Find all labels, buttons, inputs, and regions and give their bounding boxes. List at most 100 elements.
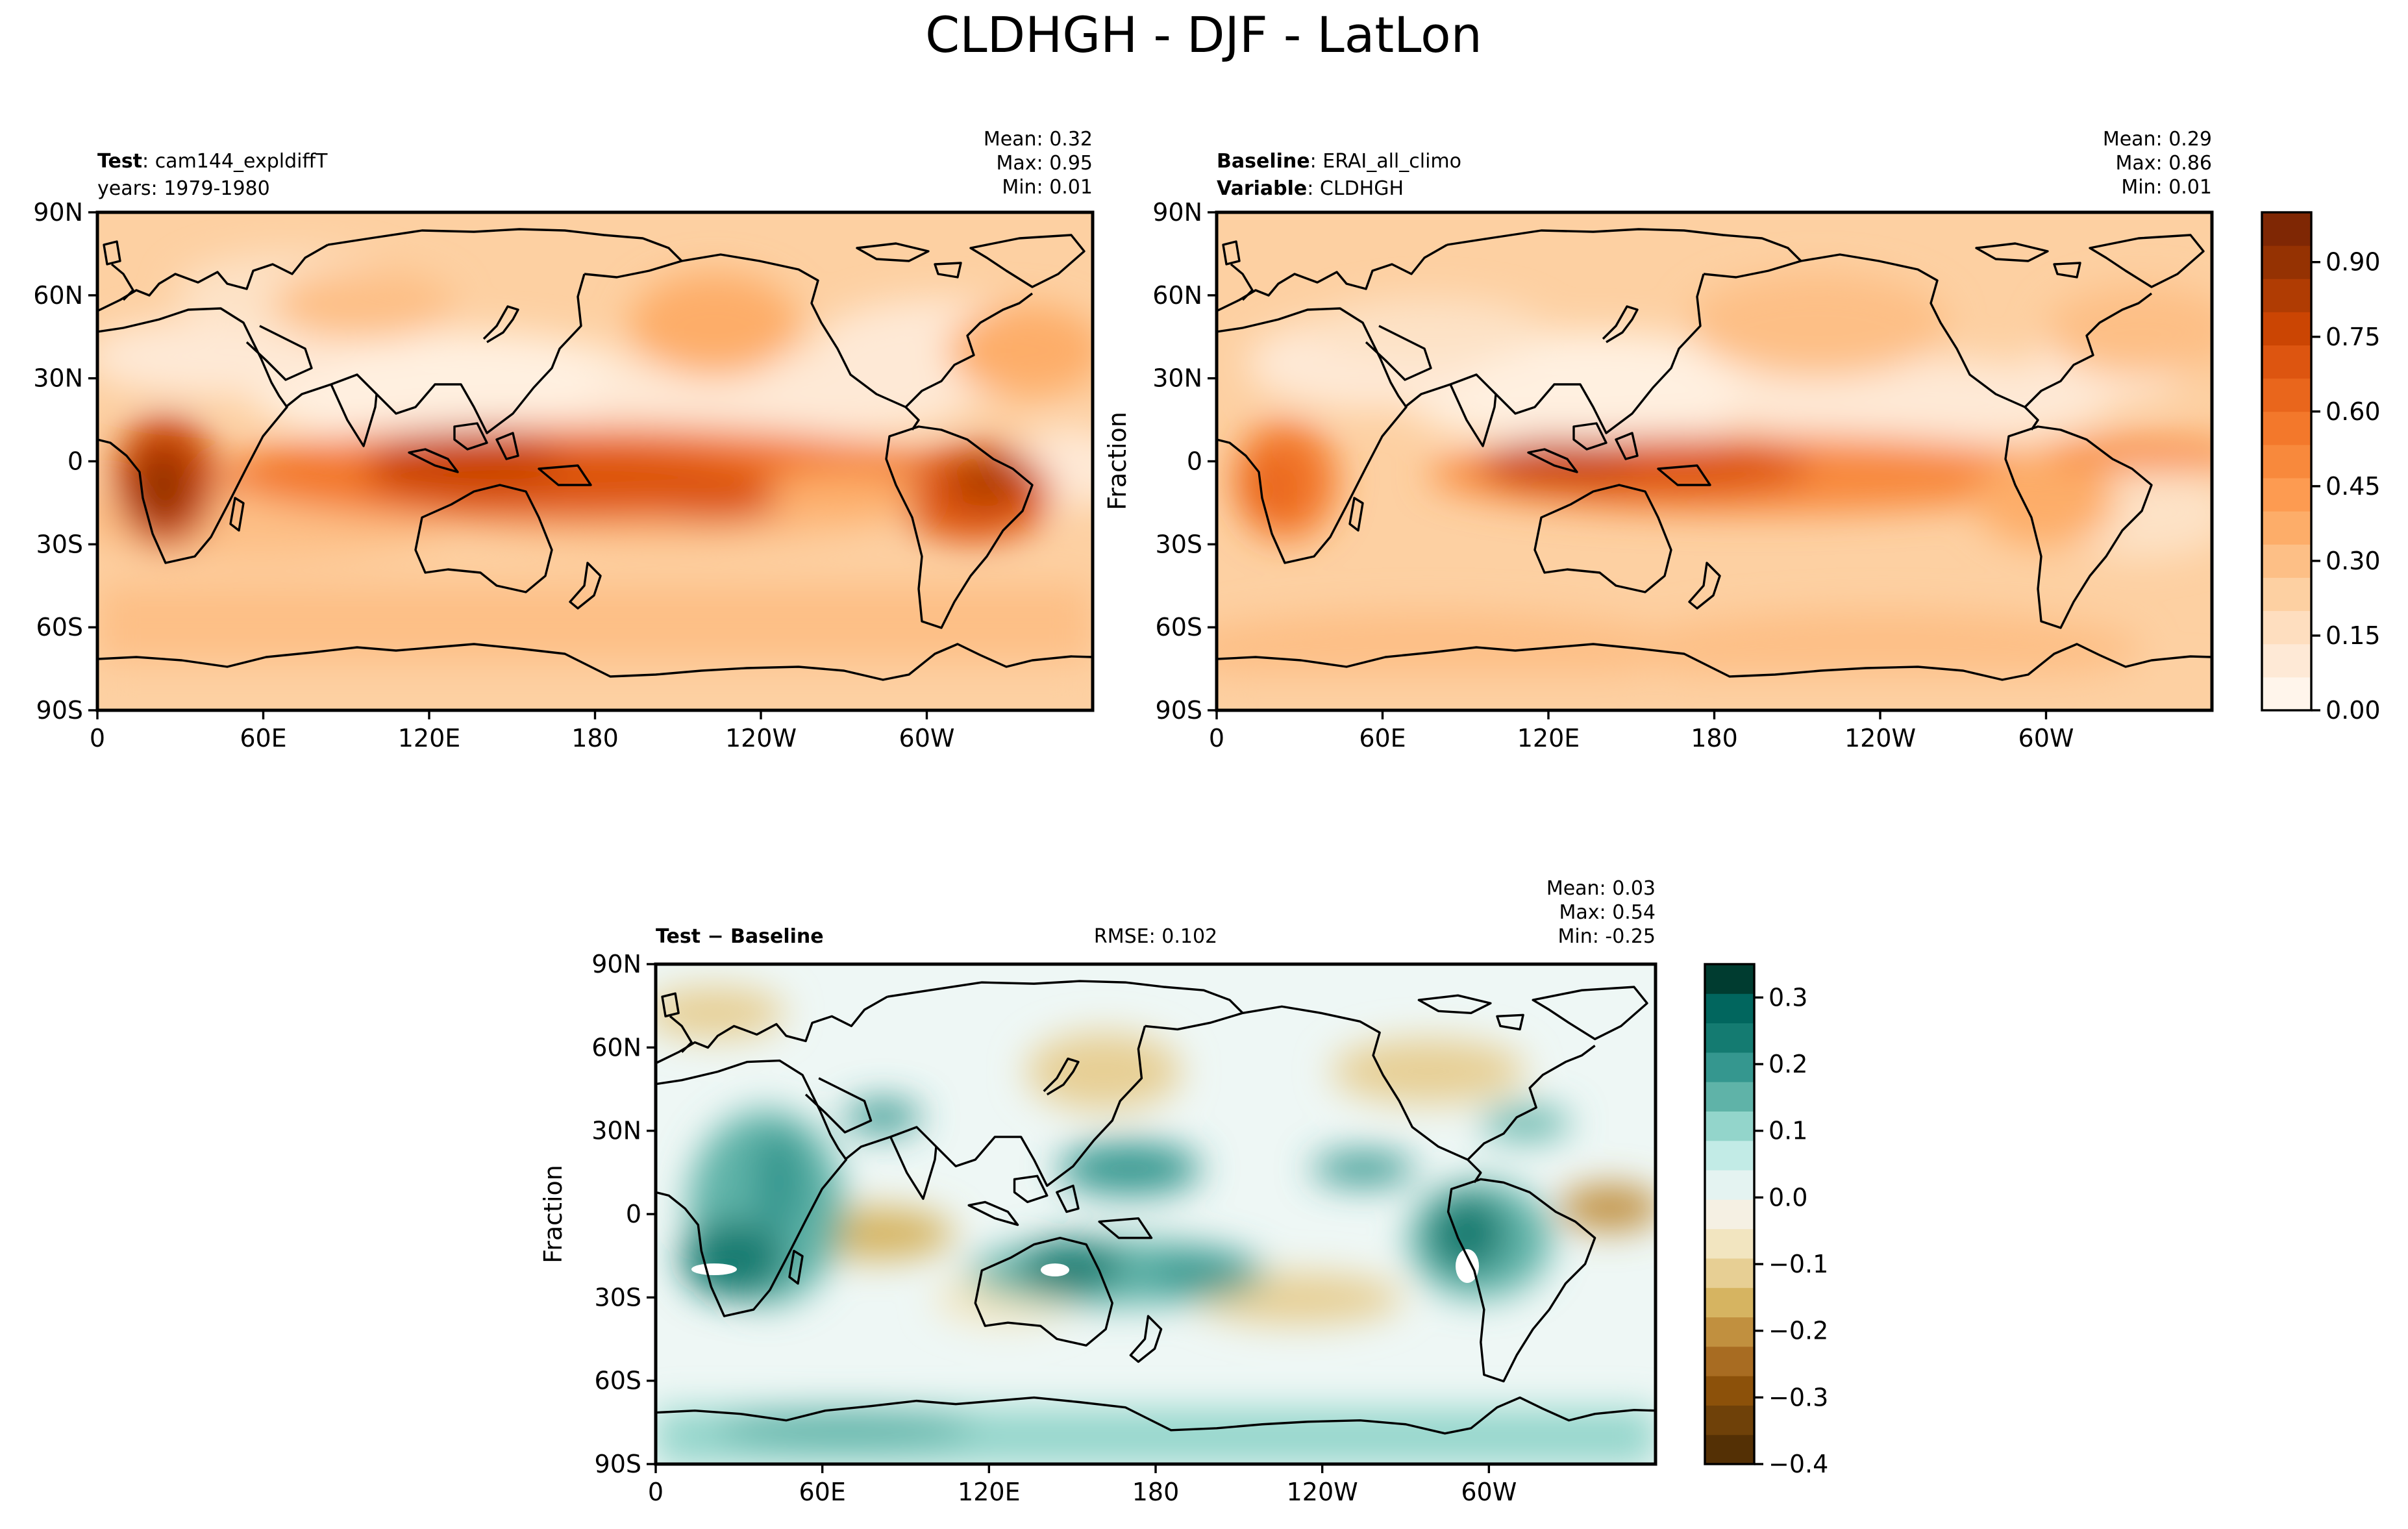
colorbar-main-frame [2261,211,2313,712]
test-lat-label: 30N [33,364,83,393]
baseline-lat-label: 90S [1156,696,1202,725]
panel-baseline: Baseline: ERAI_all_climo Variable: CLDHG… [1103,128,2214,752]
test-stat-min: Min: 0.01 [1002,176,1093,199]
diff-lon-label: 60E [799,1478,845,1506]
test-field [97,212,1093,710]
test-lon-label: 60W [899,724,955,752]
baseline-lat-label: 60N [1152,281,1202,310]
test-lon-label: 120W [725,724,797,752]
baseline-lat-label: 30N [1152,364,1202,393]
baseline-lon-label: 180 [1691,724,1738,752]
diff-lon-label: 120E [958,1478,1021,1506]
diff-stat-min: Min: -0.25 [1558,925,1656,948]
colorbar-main-swatch [2262,478,2311,512]
test-lat-label: 60S [36,613,83,641]
test-stat-max: Max: 0.95 [997,152,1093,175]
colorbar-diff-tick-label: 0.1 [1769,1117,1807,1145]
colorbar-main-swatch [2262,577,2311,612]
colorbar-diff-tick-label: −0.4 [1769,1450,1828,1478]
baseline-stat-max: Max: 0.86 [2116,152,2212,175]
test-lon-label: 120E [398,724,461,752]
colorbar-main-tick-label: 0.90 [2326,248,2381,277]
colorbar-diff-swatch [1705,1258,1754,1288]
colorbar-diff-swatch [1705,1140,1754,1171]
colorbar-diff-tick-label: 0.3 [1769,983,1807,1012]
colorbar-diff-swatch [1705,1082,1754,1112]
colorbar-main-swatch [2262,511,2311,545]
colorbar-diff-swatch [1705,1170,1754,1200]
colorbar-diff-swatch [1705,1434,1754,1465]
test-lon-label: 0 [90,724,105,752]
colorbar-main-swatch [2262,312,2311,346]
colorbar-main-tick-label: 0.30 [2326,547,2381,575]
colorbar-main-swatch [2262,378,2311,412]
colorbar-diff-tick-label: 0.0 [1769,1183,1807,1212]
baseline-lon-label: 120E [1517,724,1580,752]
colorbar-main-tick-label: 0.60 [2326,397,2381,426]
baseline-lat-label: 0 [1187,447,1202,476]
colorbar-main-swatch [2262,610,2311,645]
diff-lat-label: 30N [591,1117,641,1145]
baseline-lon-label: 60W [2018,724,2074,752]
diff-stat-mean: Mean: 0.03 [1546,877,1656,900]
diff-lat-label: 90S [595,1450,641,1478]
diff-lon-label: 180 [1132,1478,1180,1506]
colorbar-diff-swatch [1705,1052,1754,1082]
colorbar-main-swatch [2262,279,2311,312]
diff-lat-label: 60N [591,1033,641,1062]
diff-lon-label: 60W [1461,1478,1517,1506]
colorbar-main-swatch [2262,345,2311,379]
baseline-label: Baseline: ERAI_all_climo [1217,150,1461,173]
colorbar-diff-tick-label: −0.2 [1769,1317,1828,1345]
colorbar-main-swatch [2262,677,2311,711]
colorbar-diff-swatch [1705,1199,1754,1230]
colorbar-diff-tick-label: −0.3 [1769,1383,1828,1411]
colorbar-diff-swatch [1705,1317,1754,1347]
colorbar-diff-tick-label: 0.2 [1769,1050,1807,1078]
baseline-lat-label: 90N [1152,198,1202,227]
test-lat-label: 60N [33,281,83,310]
colorbar-diff-swatch [1705,993,1754,1024]
colorbar-diff-tick-label: −0.1 [1769,1250,1828,1278]
colorbar-diff-swatch [1705,1111,1754,1141]
colorbar-diff-swatch [1705,964,1754,994]
panel-diff: Test − Baseline RMSE: 0.102 Mean: 0.03 M… [539,877,1657,1506]
colorbar-main-swatch [2262,411,2311,445]
colorbar-diff-swatch [1705,1023,1754,1053]
diff-stat-max: Max: 0.54 [1559,901,1656,924]
diff-label: Test − Baseline [656,925,824,948]
baseline-ylabel: Fraction [1103,412,1132,510]
colorbar-main-tick-label: 0.00 [2326,696,2381,725]
colorbar-diff-swatch [1705,1405,1754,1436]
test-lat-label: 30S [36,530,83,558]
colorbar-main-swatch [2262,212,2311,246]
diff-lon-label: 0 [648,1478,664,1506]
baseline-lon-label: 60E [1359,724,1406,752]
diff-lat-label: 0 [626,1200,641,1228]
test-lat-label: 90N [33,198,83,227]
baseline-stat-mean: Mean: 0.29 [2103,128,2212,151]
test-lon-label: 60E [240,724,286,752]
colorbar-main-swatch [2262,444,2311,479]
diff-lat-label: 30S [595,1283,641,1311]
test-lon-label: 180 [571,724,619,752]
baseline-field [1217,212,2212,710]
panel-test: Test: cam144_expldiffT years: 1979-1980 … [33,128,1095,752]
diff-lat-label: 60S [595,1367,641,1395]
diff-lon-label: 120W [1287,1478,1358,1506]
figure-title: CLDHGH - DJF - LatLon [925,6,1482,64]
diff-field [656,964,1656,1464]
colorbar-diff-swatch [1705,1346,1754,1376]
baseline-lat-label: 60S [1156,613,1202,641]
test-label: Test: cam144_expldiffT [97,150,328,173]
colorbar-main-tick-label: 0.15 [2326,621,2381,650]
baseline-lon-label: 120W [1844,724,1916,752]
baseline-lat-label: 30S [1156,530,1202,558]
colorbar-main-swatch [2262,245,2311,279]
diff-rmse: RMSE: 0.102 [1094,925,1217,948]
diff-ylabel: Fraction [539,1165,567,1263]
colorbar-diff-swatch [1705,1376,1754,1406]
